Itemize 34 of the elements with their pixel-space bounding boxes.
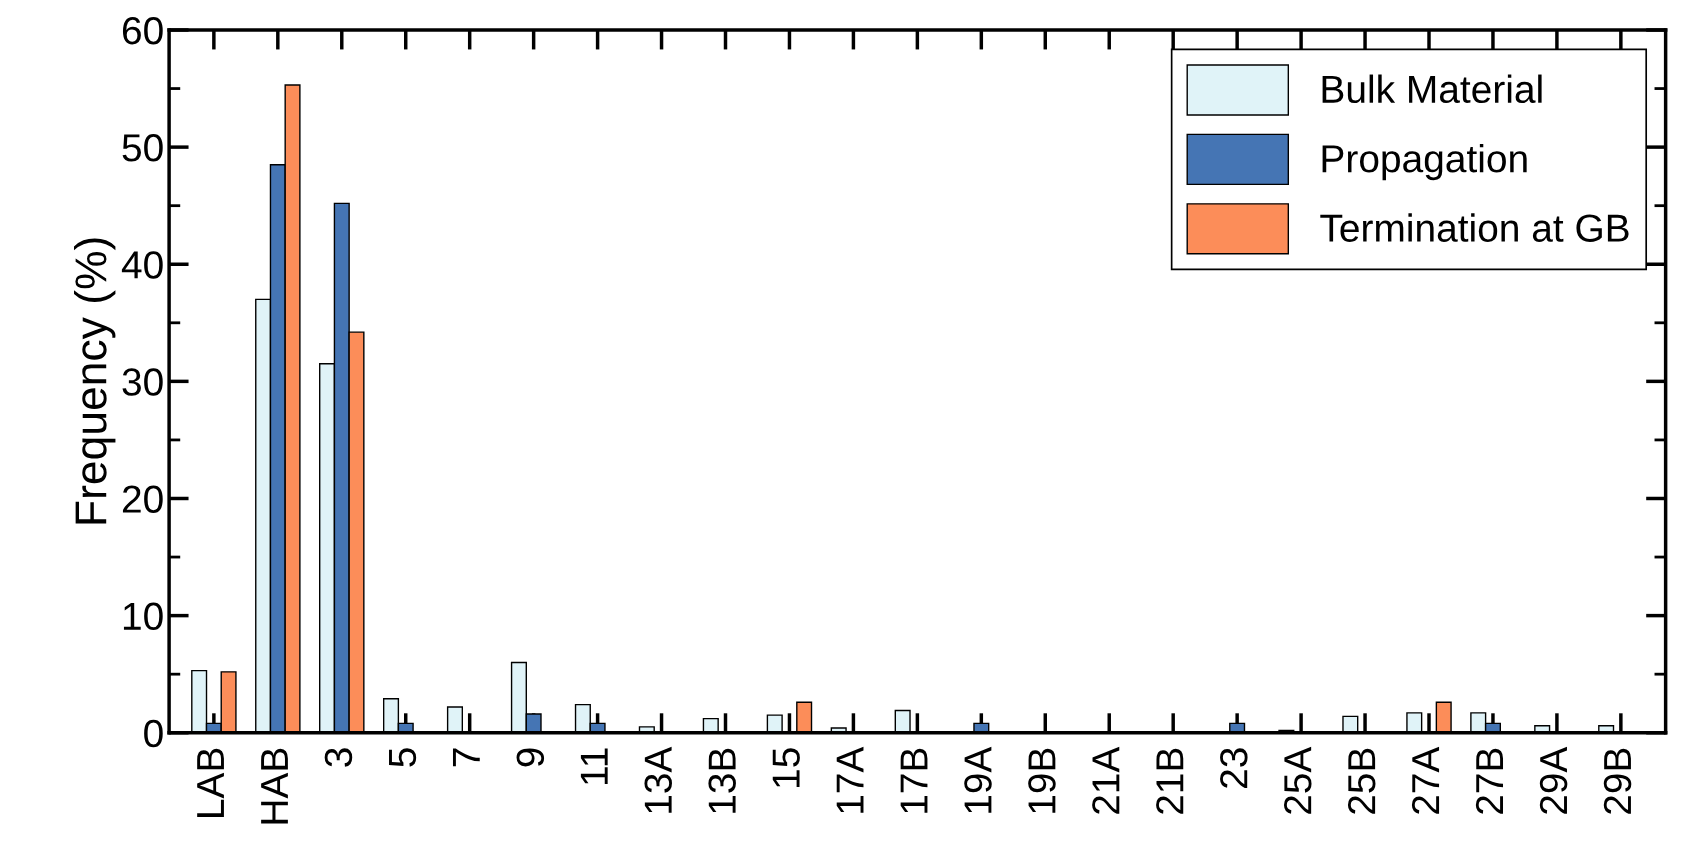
x-tick-label: 27A xyxy=(1411,746,1440,814)
x-tick-label: 13A xyxy=(644,746,672,813)
y-axis-title: Frequency (%) xyxy=(74,238,116,524)
legend-label: Termination at GB xyxy=(1320,213,1629,242)
x-tick-label: 15 xyxy=(772,748,800,787)
x-tick-label: 3 xyxy=(324,748,353,767)
x-tick-label: 13B xyxy=(708,748,736,813)
y-tick-label: 40 xyxy=(121,251,163,279)
x-tick-label: 23 xyxy=(1220,748,1248,788)
y-tick-label: 0 xyxy=(144,719,163,748)
x-tick-label: LAB xyxy=(197,748,224,817)
y-tick-label: 30 xyxy=(122,368,163,396)
y-tick-label: 50 xyxy=(122,134,163,162)
y-tick-label: 20 xyxy=(122,485,163,513)
x-tick-label: HAB xyxy=(261,748,288,824)
x-tick-label: 29A xyxy=(1539,746,1568,814)
x-tick-label: 27B xyxy=(1475,748,1504,814)
y-tick-label: 60 xyxy=(122,16,163,45)
x-tick-label: 25B xyxy=(1347,748,1376,814)
legend-label: Bulk Material xyxy=(1322,74,1542,104)
x-tick-label: 29B xyxy=(1603,748,1632,814)
x-tick-label: 19A xyxy=(964,746,992,813)
y-tick-label: 10 xyxy=(123,602,163,631)
x-tick-label: 5 xyxy=(389,748,417,767)
x-tick-label: 17A xyxy=(836,746,864,813)
x-tick-label: 21A xyxy=(1092,746,1120,814)
x-tick-label: 9 xyxy=(516,748,545,767)
x-tick-label: 7 xyxy=(452,748,480,767)
x-tick-label: 11 xyxy=(580,748,608,785)
legend-label: Propagation xyxy=(1322,143,1527,181)
x-tick-label: 19B xyxy=(1028,748,1056,813)
x-tick-label: 21B xyxy=(1156,748,1184,814)
x-tick-label: 17B xyxy=(900,748,928,813)
x-tick-label: 25A xyxy=(1284,746,1312,814)
